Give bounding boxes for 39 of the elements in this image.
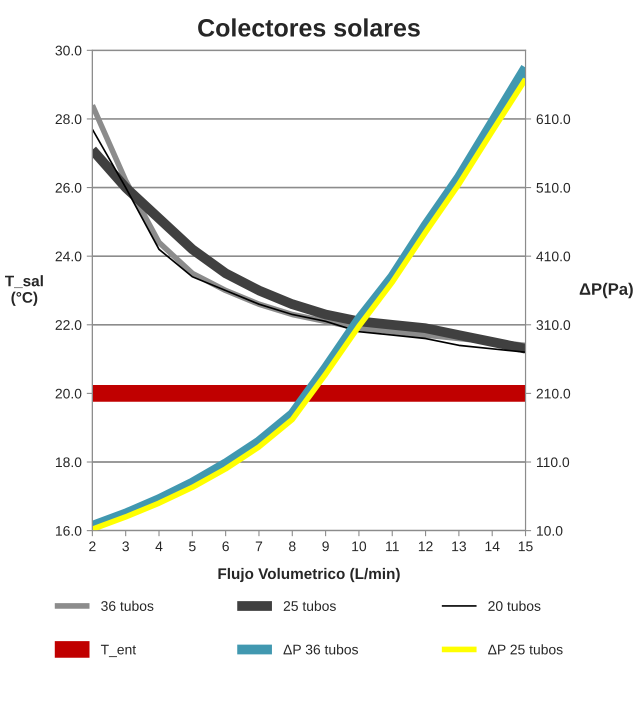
y-axis-title: T_sal (°C) bbox=[5, 275, 43, 306]
y2-tick-label: 410.0 bbox=[536, 252, 570, 262]
x-tick-label: 14 bbox=[486, 542, 500, 552]
legend-label: 20 tubos bbox=[488, 600, 540, 611]
legend-label: 25 tubos bbox=[284, 600, 336, 611]
y-tick-label: 20.0 bbox=[56, 388, 82, 399]
x-tick-label: 7 bbox=[256, 542, 262, 552]
x-tick-label: 8 bbox=[289, 541, 296, 552]
x-tick-label: 12 bbox=[418, 541, 433, 552]
y-tick-label: 18.0 bbox=[56, 457, 82, 468]
legend-label: T_ent bbox=[100, 644, 136, 658]
y-tick-label: 26.0 bbox=[56, 182, 82, 193]
x-tick-label: 10 bbox=[352, 541, 366, 552]
x-tick-label: 4 bbox=[155, 542, 162, 552]
y-tick-label: 28.0 bbox=[56, 114, 82, 124]
y-tick-label: 24.0 bbox=[56, 252, 82, 262]
x-tick-label: 9 bbox=[322, 541, 329, 552]
x-tick-label: 5 bbox=[189, 542, 196, 552]
y2-tick-label: 510.0 bbox=[536, 182, 570, 193]
x-tick-label: 6 bbox=[222, 541, 229, 552]
y2-tick-label: 110.0 bbox=[537, 457, 570, 468]
y2-tick-label: 210.0 bbox=[536, 388, 570, 399]
x-tick-label: 2 bbox=[89, 541, 96, 552]
y2-tick-label: 310.0 bbox=[536, 320, 570, 330]
x-tick-label: 13 bbox=[452, 541, 466, 552]
legend-label: 36 tubos bbox=[101, 600, 154, 611]
x-tick-label: 11 bbox=[386, 542, 399, 552]
x-tick-label: 3 bbox=[122, 541, 129, 552]
legend-label: ΔP 36 tubos bbox=[283, 644, 358, 654]
y-tick-label: 22.0 bbox=[56, 320, 82, 330]
y-tick-label: 30.0 bbox=[55, 46, 82, 56]
legend-label: ΔP 25 tubos bbox=[488, 644, 563, 654]
y2-tick-label: 10.0 bbox=[537, 526, 562, 536]
y2-axis-title: ΔP(Pa) bbox=[580, 282, 633, 298]
x-tick-label: 15 bbox=[518, 542, 533, 552]
y-tick-label: 16.0 bbox=[56, 526, 82, 536]
y2-tick-label: 610.0 bbox=[536, 114, 570, 124]
x-axis-title: Flujo Volumetrico (L/min) bbox=[218, 568, 400, 582]
chart-title: Colectores solares bbox=[198, 18, 420, 37]
